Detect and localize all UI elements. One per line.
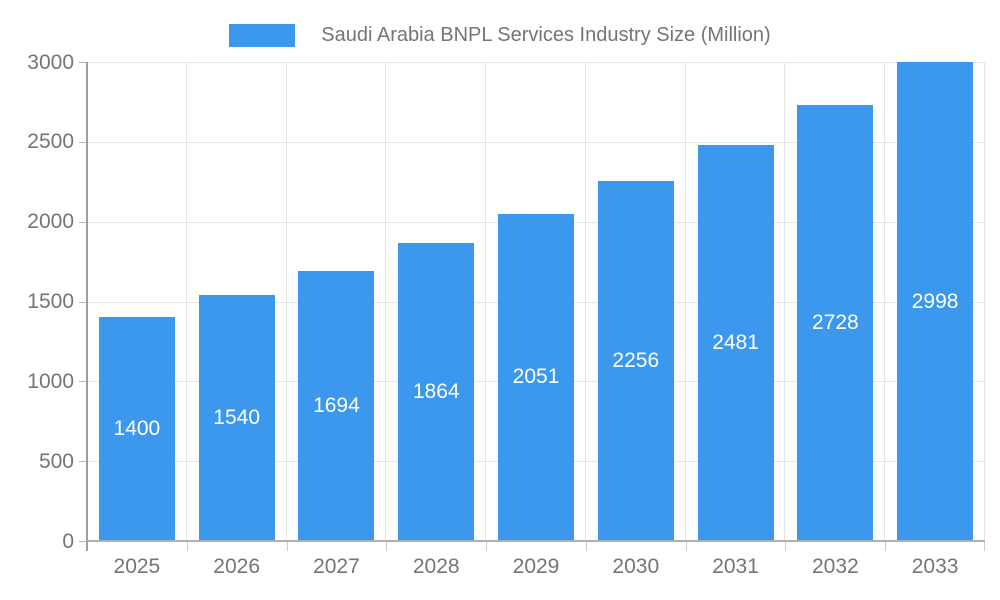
- x-axis-tick: [486, 542, 488, 551]
- y-axis-tick: [79, 141, 87, 143]
- gridline-x-5: [584, 62, 586, 541]
- bar-value-label: 2051: [512, 365, 560, 389]
- x-axis-tick: [785, 542, 787, 551]
- x-axis-label-2030: 2030: [612, 555, 660, 578]
- y-axis-label-1500: 1500: [27, 290, 74, 313]
- bar-2028[interactable]: 1864: [398, 243, 475, 541]
- y-axis-tick: [79, 461, 87, 463]
- bar-2033[interactable]: 2998: [897, 62, 974, 541]
- y-axis-label-0: 0: [62, 529, 74, 553]
- x-axis-tick: [186, 542, 188, 551]
- x-axis-tick: [984, 542, 985, 551]
- x-axis-tick: [685, 542, 687, 551]
- y-axis-tick: [79, 541, 87, 542]
- x-axis-tick: [386, 542, 388, 551]
- gridline-x-9: [984, 62, 985, 541]
- legend-swatch: [229, 24, 296, 47]
- x-axis-label-2025: 2025: [113, 555, 161, 578]
- y-axis-label-2500: 2500: [27, 130, 74, 154]
- x-axis-line: [87, 540, 985, 542]
- bar-2027[interactable]: 1694: [298, 270, 375, 541]
- bar-value-label: 2481: [712, 330, 759, 354]
- y-axis-label-500: 500: [38, 449, 74, 473]
- bar-value-label: 1864: [412, 380, 460, 404]
- bar-value-label: 2256: [612, 348, 660, 372]
- bar-2030[interactable]: 2256: [597, 180, 674, 541]
- x-axis-tick: [286, 542, 288, 551]
- gridline-x-2: [285, 62, 287, 541]
- bar-2029[interactable]: 2051: [498, 213, 574, 541]
- gridline-x-6: [684, 62, 686, 541]
- bar-value-label: 1400: [113, 417, 161, 441]
- gridline-y-3000: [87, 62, 985, 63]
- x-axis-label-2029: 2029: [512, 555, 560, 578]
- bar-2025[interactable]: 1400: [98, 317, 175, 541]
- bar-2031[interactable]: 2481: [697, 144, 774, 541]
- y-axis-tick: [79, 381, 87, 383]
- bar-value-label: 1540: [213, 406, 261, 430]
- x-axis-label-2028: 2028: [412, 555, 460, 578]
- y-axis-tick: [79, 221, 87, 223]
- x-axis-tick: [885, 542, 887, 551]
- y-axis-label-1000: 1000: [27, 369, 74, 393]
- gridline-x-4: [485, 62, 487, 541]
- x-axis-label-2027: 2027: [313, 555, 360, 578]
- x-axis-label-2032: 2032: [811, 555, 859, 578]
- x-axis-label-2033: 2033: [911, 555, 959, 578]
- gridline-x-8: [884, 62, 886, 541]
- y-axis-label-3000: 3000: [27, 50, 74, 74]
- gridline-y-2500: [87, 141, 985, 143]
- x-axis-tick: [585, 542, 587, 551]
- plot-area: 1400 1540 1694 1864 2051 2256 2481 2728 2998: [87, 62, 985, 541]
- bar-2032[interactable]: 2728: [797, 105, 874, 541]
- bar-value-label: 2998: [911, 289, 959, 313]
- gridline-x-1: [185, 62, 187, 541]
- x-axis-label-2031: 2031: [712, 555, 759, 578]
- x-axis-label-2026: 2026: [213, 555, 261, 578]
- bar-value-label: 2728: [811, 311, 859, 335]
- y-axis-tick: [79, 301, 87, 303]
- y-axis-label-2000: 2000: [27, 210, 74, 234]
- gridline-x-3: [385, 62, 387, 541]
- legend-label: Saudi Arabia BNPL Services Industry Size…: [321, 24, 771, 46]
- bar-value-label: 1694: [313, 393, 360, 417]
- y-axis-line: [86, 62, 88, 551]
- legend[interactable]: Saudi Arabia BNPL Services Industry Size…: [0, 24, 1000, 47]
- bar-2026[interactable]: 1540: [198, 295, 275, 541]
- y-axis-tick: [79, 62, 87, 63]
- gridline-x-7: [784, 62, 786, 541]
